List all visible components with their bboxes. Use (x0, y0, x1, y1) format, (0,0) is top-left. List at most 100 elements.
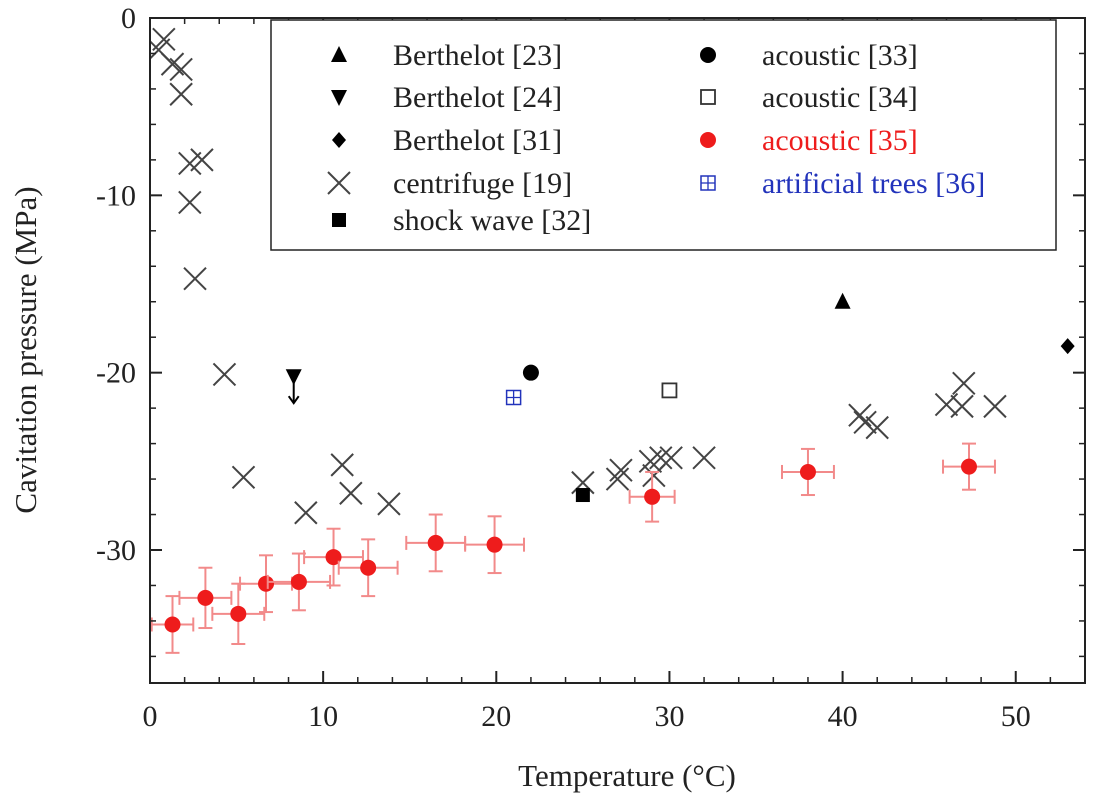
legend-item: artificial trees [36] (700, 167, 985, 200)
data-point (330, 453, 354, 477)
legend-label: Berthelot [23] (393, 39, 562, 72)
data-point (231, 465, 256, 490)
legend-item: Berthelot [24] (331, 81, 562, 114)
x-tick-label: 50 (1001, 700, 1031, 733)
data-point (290, 573, 307, 590)
data-point (649, 446, 673, 470)
data-point (164, 616, 181, 633)
data-point (1060, 338, 1075, 355)
data-point (486, 536, 503, 553)
data-points (150, 27, 1075, 654)
data-point (609, 458, 633, 482)
y-tick-label: -30 (96, 534, 136, 567)
data-point (427, 534, 444, 551)
data-point (661, 382, 678, 399)
series-2 (1060, 338, 1075, 355)
series-7 (150, 442, 996, 654)
series-1 (285, 369, 302, 405)
y-tick-label: -10 (96, 179, 136, 212)
data-point (294, 501, 318, 525)
data-point (212, 362, 237, 387)
legend-label: artificial trees [36] (762, 167, 985, 200)
data-point (160, 52, 185, 76)
y-tick-label: 0 (121, 2, 136, 35)
data-point (169, 82, 193, 106)
legend-label: Berthelot [24] (393, 81, 562, 114)
data-point (571, 470, 595, 495)
data-point (258, 575, 275, 592)
data-point (505, 389, 522, 406)
data-point (360, 559, 377, 576)
data-point (834, 292, 851, 309)
data-point (692, 446, 716, 470)
legend-label: Berthelot [31] (393, 124, 562, 157)
data-point (644, 488, 661, 505)
legend-item: Berthelot [23] (331, 39, 562, 72)
legend-marker (331, 46, 347, 62)
x-tick-label: 40 (828, 700, 858, 733)
legend-marker (327, 171, 351, 195)
series-4 (575, 488, 590, 503)
plot-frame (149, 17, 1086, 684)
data-point (325, 549, 342, 566)
legend-box (270, 19, 1057, 251)
data-point (230, 605, 247, 622)
data-point (865, 415, 889, 440)
y-axis-label: Cavitation pressure (MPa) (8, 186, 43, 513)
data-point (960, 458, 977, 475)
data-point (190, 148, 214, 172)
legend-item: centrifuge [19] (327, 167, 572, 200)
data-point (339, 481, 363, 505)
x-axis-label: Temperature (°C) (518, 758, 736, 793)
legend: Berthelot [23] Berthelot [24] Berthelot [3… (270, 19, 1057, 251)
data-point (934, 392, 959, 417)
legend-label: acoustic [35] (762, 124, 918, 157)
data-point (659, 446, 683, 470)
data-point (983, 394, 1007, 419)
legend-label: shock wave [32] (393, 204, 591, 237)
series-0 (834, 292, 851, 309)
legend-item: acoustic [33] (700, 39, 918, 72)
legend-marker (700, 47, 716, 63)
data-point (169, 57, 193, 82)
legend-marker (332, 132, 346, 148)
x-tick-label: 30 (654, 700, 684, 733)
legend-label: centrifuge [19] (393, 167, 572, 200)
data-point (152, 27, 176, 51)
legend-label: acoustic [33] (762, 39, 918, 72)
data-point (853, 410, 877, 435)
data-point (799, 463, 816, 480)
x-tick-label: 20 (481, 700, 511, 733)
data-point (522, 364, 539, 381)
data-point (377, 492, 401, 516)
data-point (950, 394, 974, 419)
series-3 (150, 27, 1007, 525)
legend-marker (332, 213, 346, 227)
data-point (575, 488, 590, 503)
data-point (178, 190, 202, 215)
x-tick-label: 0 (143, 700, 158, 733)
axes: 0 10 20 30 40 50 0 -10 -20 -30 (96, 2, 1086, 733)
data-point (848, 403, 872, 427)
legend-marker (700, 132, 716, 148)
data-point (285, 369, 302, 405)
legend-marker (700, 89, 716, 105)
series-8 (505, 389, 522, 406)
data-point (197, 589, 214, 606)
series-6 (661, 382, 678, 399)
data-point (952, 371, 976, 396)
legend-marker (700, 175, 716, 191)
legend-marker (331, 90, 347, 106)
legend-label: acoustic [34] (762, 81, 918, 114)
plot-area (150, 27, 1075, 654)
legend-item: acoustic [34] (700, 81, 918, 114)
data-point (605, 467, 630, 491)
x-tick-label: 10 (308, 700, 338, 733)
data-point (183, 266, 207, 291)
legend-item: shock wave [32] (332, 204, 591, 237)
y-tick-label: -20 (96, 357, 136, 390)
legend-item: Berthelot [31] (332, 124, 562, 157)
legend-item: acoustic [35] (700, 124, 918, 157)
series-5 (522, 364, 539, 381)
